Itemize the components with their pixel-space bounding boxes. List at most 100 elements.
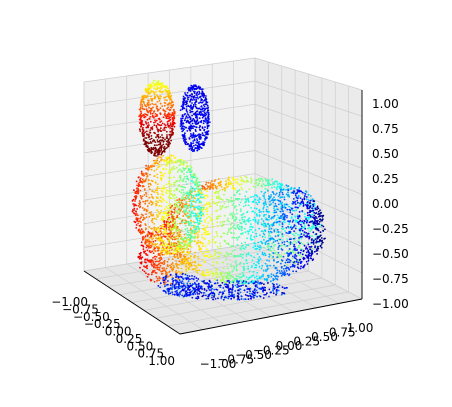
data-point [180,254,183,256]
data-point [186,212,189,215]
data-point [299,251,302,254]
data-point [160,241,163,244]
data-point [198,231,201,233]
data-point [152,197,155,200]
data-point [225,242,228,245]
data-point [153,116,155,119]
data-point [276,253,279,256]
data-point [170,197,173,200]
data-point [249,276,252,279]
data-point [291,209,294,212]
data-point [161,236,164,238]
data-point [233,219,236,221]
data-point [140,244,143,247]
data-point [202,110,204,113]
data-point [231,184,234,187]
data-point [163,96,165,99]
data-point [181,229,183,232]
data-point [292,270,294,273]
data-point [173,176,176,179]
data-point [219,273,222,276]
data-point [247,219,250,222]
data-point [139,118,142,121]
data-point [262,202,265,205]
data-point [208,203,211,206]
data-point [302,249,305,252]
data-point [206,203,209,206]
data-point [189,98,192,101]
data-point [236,269,238,272]
data-point [201,193,204,196]
data-point [206,213,209,216]
data-point [281,249,284,251]
data-point [270,275,273,278]
data-point [297,215,299,218]
data-point [150,107,152,110]
data-point [193,144,195,147]
data-point [250,280,253,283]
data-point [145,272,147,275]
data-point [146,241,149,244]
data-point [159,97,162,100]
data-point [216,235,219,237]
data-point [174,249,176,251]
data-point [276,188,278,191]
data-point [159,95,162,97]
data-point [284,189,287,191]
data-point [158,117,161,120]
data-point [166,135,168,138]
data-point [174,202,177,205]
data-point [169,192,171,194]
data-point [192,140,195,142]
data-point [250,177,252,180]
data-point [196,291,199,293]
data-point [171,247,174,250]
data-point [270,291,272,294]
data-point [300,233,303,235]
data-point [226,233,229,236]
data-point [155,107,158,109]
data-point [235,217,238,220]
data-point [304,190,307,193]
data-point [167,225,170,227]
data-point [195,195,198,197]
data-point [262,254,265,256]
data-point [182,272,184,275]
data-point [154,95,156,98]
data-point [297,261,300,264]
data-point [135,224,138,226]
data-point [148,196,151,199]
data-point [174,243,177,246]
data-point [273,186,276,188]
data-point [190,202,193,205]
side-grid-line [254,103,363,143]
data-point [174,194,176,197]
data-point [177,159,179,162]
data-point [160,139,162,142]
data-point [233,206,236,209]
data-point [167,222,169,225]
data-point [147,99,149,102]
data-point [278,182,281,185]
back-grid-line [83,57,256,83]
data-point [134,198,137,201]
data-point [249,236,252,238]
data-point [232,245,235,248]
data-point [180,258,183,261]
data-point [187,268,190,271]
data-point [188,231,190,234]
data-point [264,198,267,201]
data-point [162,290,165,292]
data-point [150,261,153,263]
data-point [169,184,171,187]
data-point [234,261,237,264]
data-point [233,267,236,270]
data-point [231,292,233,295]
data-point [182,180,185,183]
data-point [260,210,262,213]
data-point [146,275,149,278]
data-point [274,193,277,196]
data-point [169,130,172,133]
data-point [153,217,156,220]
data-point [147,90,150,93]
